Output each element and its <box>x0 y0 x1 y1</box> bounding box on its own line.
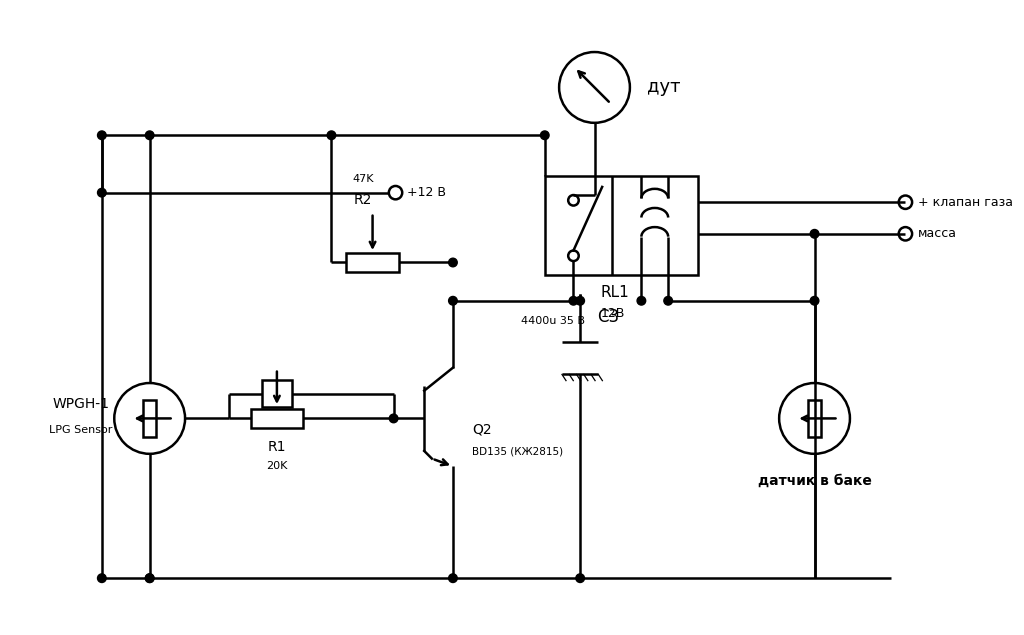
Circle shape <box>145 574 154 582</box>
Bar <box>808 400 821 437</box>
Text: RL1: RL1 <box>600 284 629 300</box>
Circle shape <box>810 229 819 238</box>
Text: LPG Sensor: LPG Sensor <box>49 425 113 435</box>
Text: Q2: Q2 <box>472 423 492 437</box>
Text: +12 В: +12 В <box>407 186 446 199</box>
Bar <box>545 177 697 275</box>
Text: масса: масса <box>918 227 956 240</box>
Text: R1: R1 <box>267 440 286 454</box>
Circle shape <box>97 574 106 582</box>
Circle shape <box>145 131 154 140</box>
Text: C3: C3 <box>597 308 620 326</box>
Circle shape <box>637 297 646 305</box>
Circle shape <box>569 297 578 305</box>
Bar <box>251 409 303 428</box>
Text: 20K: 20K <box>266 461 288 471</box>
Bar <box>143 400 156 437</box>
Text: 47K: 47K <box>352 174 374 184</box>
Circle shape <box>575 297 585 305</box>
Circle shape <box>97 131 106 140</box>
Circle shape <box>327 131 336 140</box>
Circle shape <box>97 189 106 197</box>
Text: 12В: 12В <box>600 307 625 319</box>
Circle shape <box>541 131 549 140</box>
Text: датчик в баке: датчик в баке <box>758 474 871 488</box>
Text: 4400u 35 В: 4400u 35 В <box>521 316 585 326</box>
Bar <box>346 253 399 272</box>
Circle shape <box>449 574 458 582</box>
Text: BD135 (КЖ2815): BD135 (КЖ2815) <box>472 447 563 457</box>
Circle shape <box>575 574 585 582</box>
Circle shape <box>389 414 398 423</box>
Circle shape <box>145 574 154 582</box>
Bar <box>261 380 292 407</box>
Text: WPGH-1: WPGH-1 <box>52 397 110 411</box>
Text: + клапан газа: + клапан газа <box>918 196 1013 209</box>
Circle shape <box>449 258 458 267</box>
Text: дут: дут <box>647 79 681 97</box>
Circle shape <box>664 297 673 305</box>
Circle shape <box>810 297 819 305</box>
Text: R2: R2 <box>354 193 372 207</box>
Circle shape <box>449 297 458 305</box>
